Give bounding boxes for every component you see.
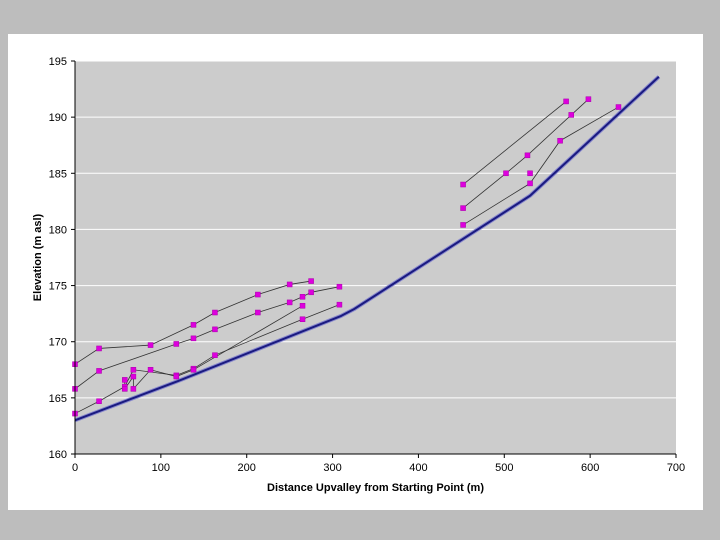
y-axis-title: Elevation (m asl) [32,213,44,301]
data-point-s0-3 [190,322,197,328]
y-tick-labels: 160 165 170 175 180 185 190 195 [49,56,67,461]
data-point-s0-5 [255,291,261,298]
y-tick-label-180: 180 [49,224,67,236]
terrace-line-6 [462,106,619,226]
x-tick-label-300: 300 [323,462,341,474]
slide-background: 0 100 200 300 400 500 600 700 160 165 170 175 180 18… [8,34,703,510]
elevation-chart: 0 100 200 300 400 500 600 700 160 165 170 175 180 18… [32,56,685,494]
x-tick-label-0: 0 [72,462,78,474]
data-point-s0-1 [96,345,102,352]
data-point-s1-8 [308,289,314,296]
data-point-s2-6 [212,352,218,358]
y-tick-label-190: 190 [49,112,67,124]
y-tick-label-185: 185 [49,168,67,180]
data-point-s3-6 [190,367,197,373]
y-tick-label-170: 170 [49,337,67,349]
plot-area [75,61,676,454]
data-point-s0-4 [212,309,218,316]
x-tick-label-100: 100 [152,462,170,474]
data-point-s3-0 [122,377,128,383]
data-point-s5-3 [568,112,575,118]
data-points [72,96,622,417]
data-point-s5-1 [503,170,509,177]
data-point-s1-5 [255,309,261,316]
data-point-s5-0 [460,205,466,211]
data-point-s2-7 [299,316,306,323]
data-point-s3-1 [122,386,128,392]
data-point-s1-1 [96,368,102,374]
y-tick-label-195: 195 [49,56,67,68]
data-point-s1-3 [190,335,197,342]
data-point-s6-2 [557,137,563,144]
x-axis-title: Distance Upvalley from Starting Point (m… [267,482,484,494]
data-point-s3-7 [299,303,306,309]
data-point-s1-9 [336,283,343,290]
axes [71,60,677,458]
data-point-s5-2 [524,152,531,159]
data-point-s3-5 [173,373,180,380]
data-point-s6-1 [527,180,533,187]
x-tick-label-600: 600 [581,462,599,474]
data-point-s0-2 [147,342,154,348]
y-tick-label-165: 165 [49,393,67,405]
y-tick-label-175: 175 [49,281,67,293]
data-point-s7-0 [527,170,533,177]
data-point-s0-6 [286,281,293,288]
data-point-s6-0 [460,222,466,228]
data-point-s1-4 [212,326,218,333]
data-point-s4-0 [460,181,466,188]
valley-floor-group [74,75,661,423]
data-point-s2-1 [96,398,102,404]
x-tick-label-700: 700 [667,462,685,474]
data-point-s3-2 [130,373,137,380]
terrace-line-1 [74,286,340,390]
terrace-line-0 [74,280,312,365]
valley-floor-line [74,75,660,422]
data-point-s5-4 [585,96,592,102]
data-point-s3-3 [130,386,137,392]
data-point-s1-2 [173,341,180,347]
terrace-line-4 [462,101,567,185]
x-tick-label-500: 500 [495,462,513,474]
data-point-s1-7 [299,294,306,300]
data-point-s1-6 [286,299,293,306]
data-point-s0-7 [308,278,314,284]
data-point-s2-8 [336,301,343,308]
data-point-s3-4 [147,367,154,373]
y-tick-label-160: 160 [49,449,67,461]
data-point-s6-3 [615,104,622,110]
x-tick-label-200: 200 [238,462,256,474]
data-point-s4-1 [563,98,569,105]
x-tick-labels: 0 100 200 300 400 500 600 700 [72,462,685,474]
data-point-s2-3 [130,367,137,373]
x-tick-label-400: 400 [409,462,427,474]
